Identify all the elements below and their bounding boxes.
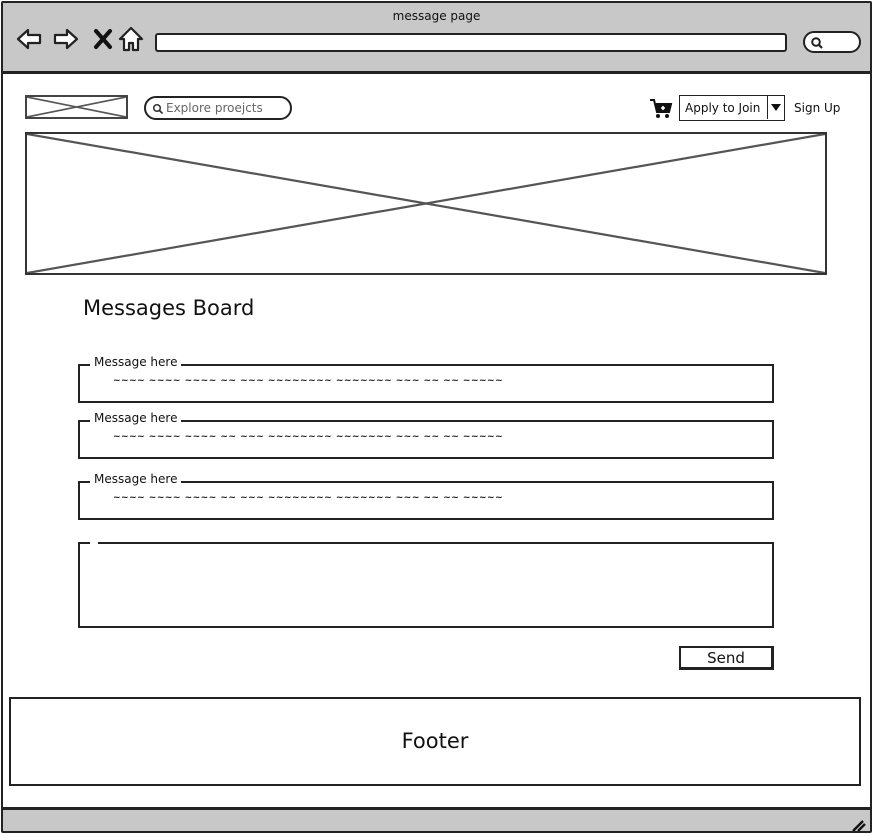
address-bar[interactable] <box>155 33 787 52</box>
cart-icon <box>650 99 673 118</box>
window-title: message page <box>392 9 481 23</box>
stop-button[interactable] <box>89 25 117 53</box>
home-icon <box>118 26 144 52</box>
chevron-down-icon <box>771 104 781 111</box>
resize-grip-icon[interactable] <box>850 816 866 832</box>
browser-search-field[interactable] <box>803 31 861 53</box>
message-text: ~~~~ ~~~~ ~~~~ ~~ ~~~ ~~~~~~~~ ~~~~~~~ ~… <box>113 376 504 386</box>
back-icon <box>16 28 42 50</box>
apply-dropdown-toggle[interactable] <box>767 96 784 119</box>
sign-up-link[interactable]: Sign Up <box>794 101 841 115</box>
search-icon <box>811 37 823 49</box>
cart-button[interactable] <box>649 98 673 120</box>
apply-to-join-dropdown[interactable]: Apply to Join <box>679 95 785 121</box>
send-button[interactable]: Send <box>679 646 774 670</box>
explore-placeholder: Explore proejcts <box>166 101 263 115</box>
close-icon <box>94 29 112 49</box>
hero-image-placeholder <box>25 132 827 275</box>
search-icon <box>152 103 164 115</box>
forward-icon <box>53 28 79 50</box>
message-item: Message here ~~~~ ~~~~ ~~~~ ~~ ~~~ ~~~~~… <box>78 411 774 459</box>
apply-to-join-label: Apply to Join <box>685 101 761 115</box>
compose-legend-gap <box>90 541 98 545</box>
browser-toolbar: message page <box>3 3 870 74</box>
message-legend: Message here <box>90 411 182 425</box>
status-bar <box>3 807 870 832</box>
home-button[interactable] <box>117 25 145 53</box>
back-button[interactable] <box>15 25 43 53</box>
message-item: Message here ~~~~ ~~~~ ~~~~ ~~ ~~~ ~~~~~… <box>78 472 774 520</box>
message-legend: Message here <box>90 472 182 486</box>
forward-button[interactable] <box>52 25 80 53</box>
logo-placeholder[interactable] <box>25 95 128 119</box>
message-text: ~~~~ ~~~~ ~~~~ ~~ ~~~ ~~~~~~~~ ~~~~~~~ ~… <box>113 493 504 503</box>
explore-search-field[interactable]: Explore proejcts <box>144 96 292 120</box>
message-compose-textarea[interactable] <box>78 541 774 628</box>
page-title: Messages Board <box>83 296 255 320</box>
message-legend: Message here <box>90 355 182 369</box>
footer: Footer <box>9 697 861 786</box>
message-text: ~~~~ ~~~~ ~~~~ ~~ ~~~ ~~~~~~~~ ~~~~~~~ ~… <box>113 432 504 442</box>
message-item: Message here ~~~~ ~~~~ ~~~~ ~~ ~~~ ~~~~~… <box>78 355 774 403</box>
